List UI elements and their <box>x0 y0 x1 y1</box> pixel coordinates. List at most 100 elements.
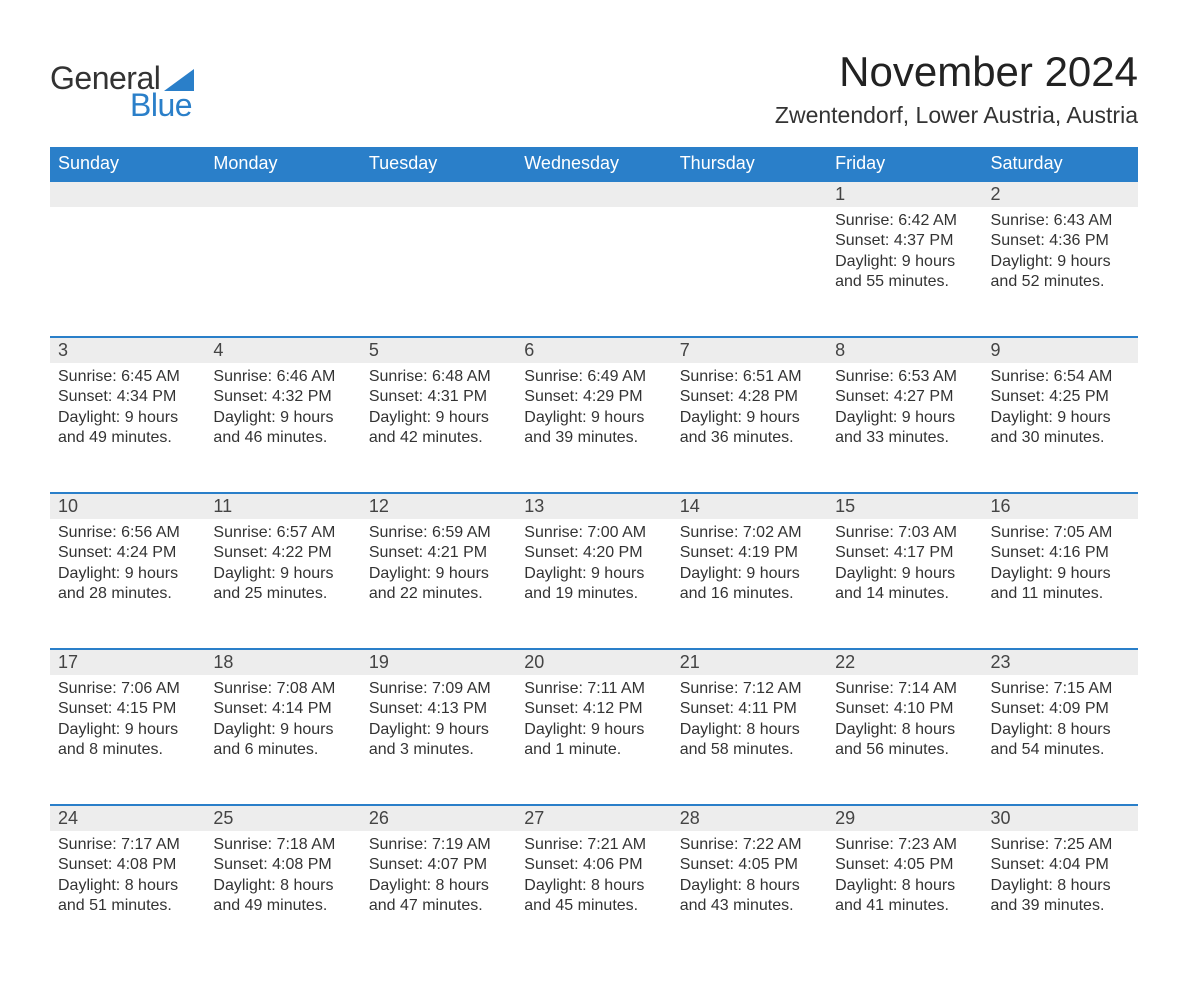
daylight-text-line1: Daylight: 9 hours <box>369 564 508 584</box>
day-content-cell: Sunrise: 6:56 AMSunset: 4:24 PMDaylight:… <box>50 519 205 649</box>
daylight-text-line2: and 14 minutes. <box>835 584 974 604</box>
sunset-text: Sunset: 4:15 PM <box>58 699 197 719</box>
sunset-text: Sunset: 4:21 PM <box>369 543 508 563</box>
daylight-text-line1: Daylight: 8 hours <box>991 720 1130 740</box>
daylight-text-line1: Daylight: 9 hours <box>524 720 663 740</box>
day-content-cell: Sunrise: 6:42 AMSunset: 4:37 PMDaylight:… <box>827 207 982 337</box>
day-number-cell: 8 <box>827 337 982 363</box>
month-title: November 2024 <box>775 48 1138 96</box>
daylight-text-line1: Daylight: 9 hours <box>369 408 508 428</box>
sunrise-text: Sunrise: 7:21 AM <box>524 835 663 855</box>
daylight-text-line2: and 25 minutes. <box>213 584 352 604</box>
daylight-text-line1: Daylight: 9 hours <box>369 720 508 740</box>
sunset-text: Sunset: 4:20 PM <box>524 543 663 563</box>
sunset-text: Sunset: 4:32 PM <box>213 387 352 407</box>
calendar-page: General Blue November 2024 Zwentendorf, … <box>0 0 1188 1001</box>
day-content-cell <box>672 207 827 337</box>
day-number-cell <box>50 181 205 207</box>
daylight-text-line2: and 46 minutes. <box>213 428 352 448</box>
sunset-text: Sunset: 4:34 PM <box>58 387 197 407</box>
day-number-cell: 22 <box>827 649 982 675</box>
sunrise-text: Sunrise: 7:00 AM <box>524 523 663 543</box>
day-number-cell: 30 <box>983 805 1138 831</box>
sunrise-text: Sunrise: 7:14 AM <box>835 679 974 699</box>
day-number-cell: 9 <box>983 337 1138 363</box>
daylight-text-line1: Daylight: 9 hours <box>213 564 352 584</box>
sunrise-text: Sunrise: 6:59 AM <box>369 523 508 543</box>
daylight-text-line2: and 41 minutes. <box>835 896 974 916</box>
day-content-cell: Sunrise: 7:09 AMSunset: 4:13 PMDaylight:… <box>361 675 516 805</box>
sunrise-text: Sunrise: 6:42 AM <box>835 211 974 231</box>
day-number-cell: 18 <box>205 649 360 675</box>
sunrise-text: Sunrise: 6:54 AM <box>991 367 1130 387</box>
daylight-text-line2: and 58 minutes. <box>680 740 819 760</box>
day-content-row: Sunrise: 6:42 AMSunset: 4:37 PMDaylight:… <box>50 207 1138 337</box>
day-content-cell: Sunrise: 6:51 AMSunset: 4:28 PMDaylight:… <box>672 363 827 493</box>
day-content-cell <box>516 207 671 337</box>
day-number-cell: 1 <box>827 181 982 207</box>
sunrise-text: Sunrise: 6:46 AM <box>213 367 352 387</box>
day-number-cell: 27 <box>516 805 671 831</box>
daylight-text-line1: Daylight: 8 hours <box>524 876 663 896</box>
sunset-text: Sunset: 4:13 PM <box>369 699 508 719</box>
daylight-text-line1: Daylight: 9 hours <box>58 564 197 584</box>
daylight-text-line1: Daylight: 8 hours <box>680 876 819 896</box>
sunrise-text: Sunrise: 6:56 AM <box>58 523 197 543</box>
daylight-text-line1: Daylight: 9 hours <box>58 720 197 740</box>
sunrise-text: Sunrise: 7:08 AM <box>213 679 352 699</box>
sunrise-text: Sunrise: 7:25 AM <box>991 835 1130 855</box>
daylight-text-line1: Daylight: 8 hours <box>835 876 974 896</box>
day-number-cell: 10 <box>50 493 205 519</box>
day-number-cell: 7 <box>672 337 827 363</box>
weekday-header: Sunday <box>50 147 205 181</box>
day-number-cell <box>672 181 827 207</box>
sunrise-text: Sunrise: 7:05 AM <box>991 523 1130 543</box>
day-number-row: 24252627282930 <box>50 805 1138 831</box>
daylight-text-line2: and 8 minutes. <box>58 740 197 760</box>
day-content-cell: Sunrise: 7:15 AMSunset: 4:09 PMDaylight:… <box>983 675 1138 805</box>
calendar-body: 12 Sunrise: 6:42 AMSunset: 4:37 PMDaylig… <box>50 181 1138 961</box>
day-content-cell: Sunrise: 7:03 AMSunset: 4:17 PMDaylight:… <box>827 519 982 649</box>
day-content-row: Sunrise: 7:17 AMSunset: 4:08 PMDaylight:… <box>50 831 1138 961</box>
day-number-cell: 19 <box>361 649 516 675</box>
daylight-text-line2: and 6 minutes. <box>213 740 352 760</box>
day-content-cell: Sunrise: 6:59 AMSunset: 4:21 PMDaylight:… <box>361 519 516 649</box>
day-number-cell: 4 <box>205 337 360 363</box>
day-number-cell: 5 <box>361 337 516 363</box>
day-content-cell: Sunrise: 6:48 AMSunset: 4:31 PMDaylight:… <box>361 363 516 493</box>
sunrise-text: Sunrise: 7:12 AM <box>680 679 819 699</box>
daylight-text-line2: and 55 minutes. <box>835 272 974 292</box>
day-content-cell: Sunrise: 6:45 AMSunset: 4:34 PMDaylight:… <box>50 363 205 493</box>
location-subtitle: Zwentendorf, Lower Austria, Austria <box>775 102 1138 129</box>
day-number-cell: 25 <box>205 805 360 831</box>
daylight-text-line1: Daylight: 8 hours <box>991 876 1130 896</box>
day-number-cell: 28 <box>672 805 827 831</box>
day-number-cell: 24 <box>50 805 205 831</box>
sunset-text: Sunset: 4:28 PM <box>680 387 819 407</box>
sunset-text: Sunset: 4:08 PM <box>213 855 352 875</box>
day-content-cell: Sunrise: 6:57 AMSunset: 4:22 PMDaylight:… <box>205 519 360 649</box>
day-content-cell: Sunrise: 7:08 AMSunset: 4:14 PMDaylight:… <box>205 675 360 805</box>
day-content-cell: Sunrise: 6:53 AMSunset: 4:27 PMDaylight:… <box>827 363 982 493</box>
day-number-cell: 16 <box>983 493 1138 519</box>
day-content-cell: Sunrise: 6:54 AMSunset: 4:25 PMDaylight:… <box>983 363 1138 493</box>
weekday-header: Thursday <box>672 147 827 181</box>
daylight-text-line2: and 1 minute. <box>524 740 663 760</box>
day-content-cell: Sunrise: 7:02 AMSunset: 4:19 PMDaylight:… <box>672 519 827 649</box>
calendar-table: Sunday Monday Tuesday Wednesday Thursday… <box>50 147 1138 961</box>
day-number-cell: 2 <box>983 181 1138 207</box>
sunrise-text: Sunrise: 6:43 AM <box>991 211 1130 231</box>
daylight-text-line2: and 3 minutes. <box>369 740 508 760</box>
day-number-cell <box>516 181 671 207</box>
daylight-text-line2: and 43 minutes. <box>680 896 819 916</box>
sunset-text: Sunset: 4:07 PM <box>369 855 508 875</box>
daylight-text-line2: and 39 minutes. <box>524 428 663 448</box>
brand-word2: Blue <box>130 87 192 124</box>
day-number-cell: 21 <box>672 649 827 675</box>
day-content-cell: Sunrise: 7:06 AMSunset: 4:15 PMDaylight:… <box>50 675 205 805</box>
day-content-cell: Sunrise: 7:17 AMSunset: 4:08 PMDaylight:… <box>50 831 205 961</box>
day-content-cell: Sunrise: 7:12 AMSunset: 4:11 PMDaylight:… <box>672 675 827 805</box>
day-content-cell: Sunrise: 6:49 AMSunset: 4:29 PMDaylight:… <box>516 363 671 493</box>
daylight-text-line2: and 56 minutes. <box>835 740 974 760</box>
sunset-text: Sunset: 4:31 PM <box>369 387 508 407</box>
